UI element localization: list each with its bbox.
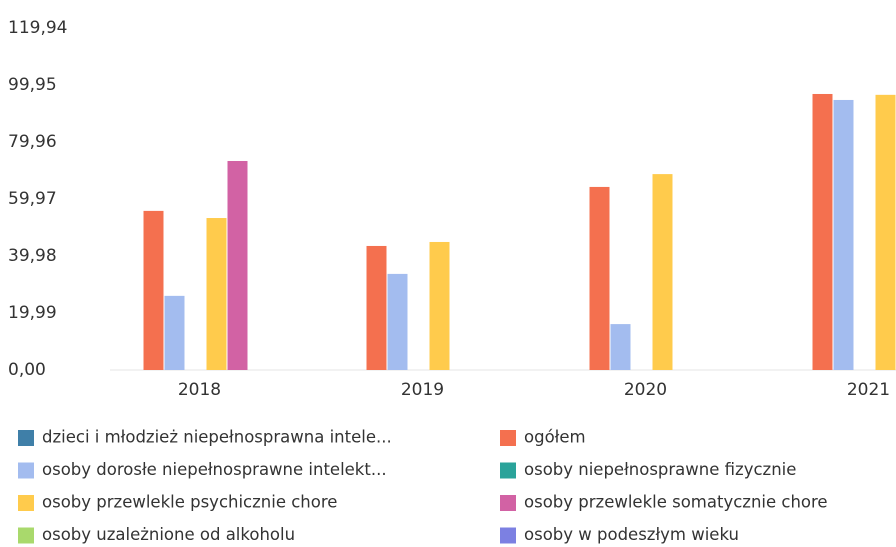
legend-swatch bbox=[18, 430, 34, 446]
legend-label: dzieci i młodzież niepełnosprawna intele… bbox=[42, 428, 392, 447]
bar bbox=[206, 218, 227, 370]
x-tick-label: 2021 bbox=[847, 380, 890, 400]
y-tick-label: 19,99 bbox=[8, 303, 57, 323]
legend-label: ogółem bbox=[524, 428, 586, 447]
legend-label: osoby przewlekle psychicznie chore bbox=[42, 493, 337, 512]
legend-label: osoby w podeszłym wieku bbox=[524, 525, 739, 544]
bar bbox=[164, 295, 185, 370]
bar bbox=[875, 94, 896, 371]
bar bbox=[589, 186, 610, 370]
bar bbox=[429, 241, 450, 370]
y-tick-label: 59,97 bbox=[8, 189, 57, 209]
y-tick-label: 99,95 bbox=[8, 75, 57, 95]
bar bbox=[387, 273, 408, 370]
y-tick-label: 39,98 bbox=[8, 246, 57, 266]
y-tick-label: 0,00 bbox=[8, 360, 46, 380]
legend-swatch bbox=[500, 495, 516, 511]
legend-swatch bbox=[18, 527, 34, 544]
y-tick-label: 79,96 bbox=[8, 132, 57, 152]
bar bbox=[833, 99, 854, 371]
legend-swatch bbox=[18, 495, 34, 511]
legend-label: osoby uzależnione od alkoholu bbox=[42, 525, 295, 544]
bar bbox=[227, 160, 248, 370]
legend-label: osoby przewlekle somatycznie chore bbox=[524, 493, 828, 512]
bar bbox=[366, 245, 387, 370]
bar bbox=[610, 324, 631, 370]
legend-swatch bbox=[500, 527, 516, 544]
x-tick-label: 2020 bbox=[624, 380, 667, 400]
x-tick-label: 2018 bbox=[178, 380, 221, 400]
legend-label: osoby niepełnosprawne fizycznie bbox=[524, 460, 796, 479]
y-tick-label: 119,94 bbox=[8, 18, 67, 38]
bar bbox=[812, 93, 833, 370]
bar bbox=[143, 210, 164, 370]
legend-label: osoby dorosłe niepełnosprawne intelekt..… bbox=[42, 460, 387, 479]
bar bbox=[652, 174, 673, 370]
legend-swatch bbox=[500, 430, 516, 446]
x-tick-label: 2019 bbox=[401, 380, 444, 400]
legend-swatch bbox=[18, 462, 34, 479]
legend-swatch bbox=[500, 462, 516, 479]
